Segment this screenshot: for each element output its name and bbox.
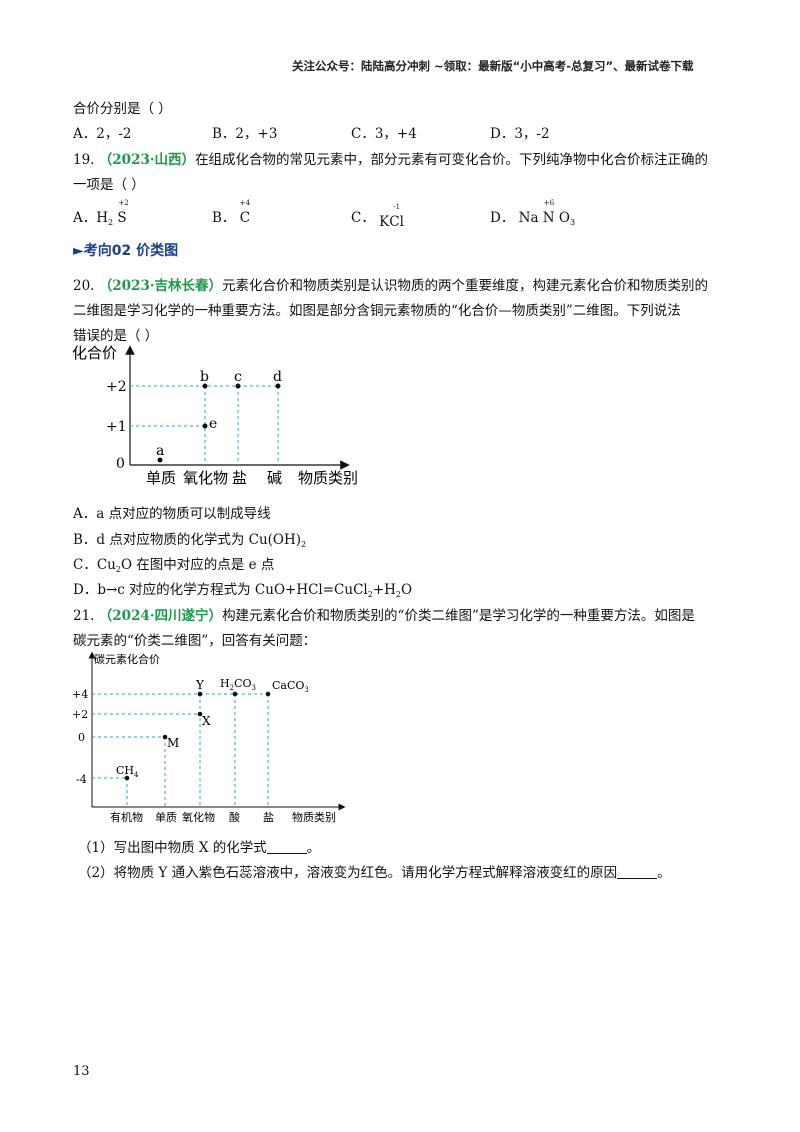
q18-option-a[interactable]: A．2，-2 xyxy=(73,126,132,142)
q20-cat-danzhi: 单质 xyxy=(146,469,176,487)
q20-point-b xyxy=(202,383,208,389)
q20-option-b[interactable]: B．d 点对应物质的化学式为 Cu(OH)2 xyxy=(73,532,307,549)
q20-label-d: d xyxy=(273,369,282,385)
q20-xlabel: 物质类别 xyxy=(298,469,358,487)
q21-point-x xyxy=(197,711,203,717)
q20-label-e: e xyxy=(209,416,217,432)
q19-option-d[interactable]: D． Na +6 N O3 xyxy=(490,199,576,227)
q21-label-ch4: CH4 xyxy=(116,764,139,779)
q21-label-y: Y xyxy=(195,678,205,692)
q21-point-caco3 xyxy=(265,691,271,697)
q21-ytick-plus4: +4 xyxy=(72,688,88,701)
q21-sub2: （2）将物质 Y 通入紫色石蕊溶液中，溶液变为红色。请用化学方程式解释溶液变红的… xyxy=(78,865,671,881)
q20-stem-line3: 错误的是（ ） xyxy=(73,328,159,344)
q21-ylabel: 碳元素化合价 xyxy=(94,652,160,666)
q21-source: （2024·四川遂宁） xyxy=(98,608,223,624)
q21-point-y xyxy=(197,691,203,697)
q20-label-b: b xyxy=(200,369,209,385)
q19-number: 19. xyxy=(73,152,95,168)
q18-tail: 合价分别是（ ） xyxy=(73,101,172,117)
q21-point-h2co3 xyxy=(232,691,238,697)
q21-stem-line1: 21. （2024·四川遂宁）构建元素化合价和物质类别的“价类二维图”是学习化学… xyxy=(73,608,695,624)
section-heading: ►考向02 价类图 xyxy=(73,243,179,259)
q21-point-ch4 xyxy=(124,775,130,781)
q21-point-m xyxy=(162,734,168,740)
page-number: 13 xyxy=(73,1064,90,1079)
q20-chart: 化合价 +2 +1 0 a b e c d 单质 氧化物 盐 碱 物质类别 xyxy=(72,344,358,487)
q18-option-d[interactable]: D．3，-2 xyxy=(490,126,550,142)
q20-ytick-zero: 0 xyxy=(116,456,125,472)
q20-option-a[interactable]: A．a 点对应的物质可以制成导线 xyxy=(73,506,271,522)
q20-label-a: a xyxy=(156,443,164,459)
q20-stem-line1: 20. （2023·吉林长春）元素化合价和物质类别是认识物质的两个重要维度，构建… xyxy=(73,278,709,294)
q20-ylabel: 化合价 xyxy=(72,344,117,362)
q21-answer-blank-1[interactable] xyxy=(266,841,307,854)
q20-point-a xyxy=(157,457,163,463)
q21-ytick-plus2: +2 xyxy=(72,708,88,721)
q21-answer-blank-2[interactable] xyxy=(617,866,658,879)
q20-number: 20. xyxy=(73,278,95,294)
q21-label-h2co3: H2CO3 xyxy=(220,677,256,692)
q20-ytick-plus2: +2 xyxy=(106,379,127,395)
q18-option-c[interactable]: C．3，+4 xyxy=(351,126,417,142)
q20-stem-line2: 二维图是学习化学的一种重要方法。如图是部分含铜元素物质的“化合价—物质类别”二维… xyxy=(73,303,681,319)
q21-label-x: X xyxy=(202,714,211,728)
q21-number: 21. xyxy=(73,608,95,624)
q21-cat-suan: 酸 xyxy=(229,810,240,824)
q21-chart: 碳元素化合价 +4 +2 0 -4 CH4 M X Y H2CO3 CaCO3 … xyxy=(72,651,346,824)
q20-point-c xyxy=(235,383,241,389)
q20-point-d xyxy=(275,383,281,389)
page-header: 关注公众号：陆陆高分冲刺 ~领取：最新版“小中高考-总复习”、最新试卷下载 xyxy=(292,59,694,73)
q19-stem-line1: 19. （2023·山西）在组成化合物的常见元素中，部分元素有可变化合价。下列纯… xyxy=(73,152,709,168)
q20-option-c[interactable]: C．Cu2O 在图中对应的点是 e 点 xyxy=(73,557,275,574)
q20-label-c: c xyxy=(234,369,242,385)
q21-cat-danzhi: 单质 xyxy=(155,811,177,824)
q19-option-a[interactable]: A．H2 +2 S xyxy=(73,199,129,227)
q21-sub1: （1）写出图中物质 X 的化学式。 xyxy=(78,840,321,856)
q19-option-c[interactable]: C． K -1 Cl xyxy=(351,203,404,230)
q21-ytick-minus4: -4 xyxy=(76,773,87,786)
section-marker-icon: ► xyxy=(73,243,84,259)
q20-cat-yanghuawu: 氧化物 xyxy=(183,469,228,487)
q21-cat-youjiwu: 有机物 xyxy=(110,810,143,824)
q21-cat-yanghuawu: 氧化物 xyxy=(182,810,215,824)
q20-source: （2023·吉林长春） xyxy=(98,278,223,294)
q21-cat-yan: 盐 xyxy=(263,811,274,824)
q20-cat-jian: 碱 xyxy=(267,469,282,487)
q21-stem-line2: 碳元素的“价类二维图”，回答有关问题： xyxy=(73,633,317,649)
q21-label-m: M xyxy=(167,736,179,750)
q20-option-d[interactable]: D．b→c 对应的化学方程式为 CuO+HCl=CuCl2+H2O xyxy=(73,582,413,599)
q20-cat-yan: 盐 xyxy=(232,469,247,487)
q19-option-b[interactable]: B． +4 C xyxy=(212,199,251,226)
q21-ytick-zero: 0 xyxy=(78,731,85,744)
q19-stem-line2: 一项是（ ） xyxy=(73,177,145,193)
q20-point-e xyxy=(202,423,208,429)
q21-label-caco3: CaCO3 xyxy=(272,679,309,694)
q19-source: （2023·山西） xyxy=(98,152,196,168)
q20-ytick-plus1: +1 xyxy=(106,419,127,435)
q18-option-b[interactable]: B．2，+3 xyxy=(212,126,278,142)
q21-xlabel: 物质类别 xyxy=(292,810,336,824)
